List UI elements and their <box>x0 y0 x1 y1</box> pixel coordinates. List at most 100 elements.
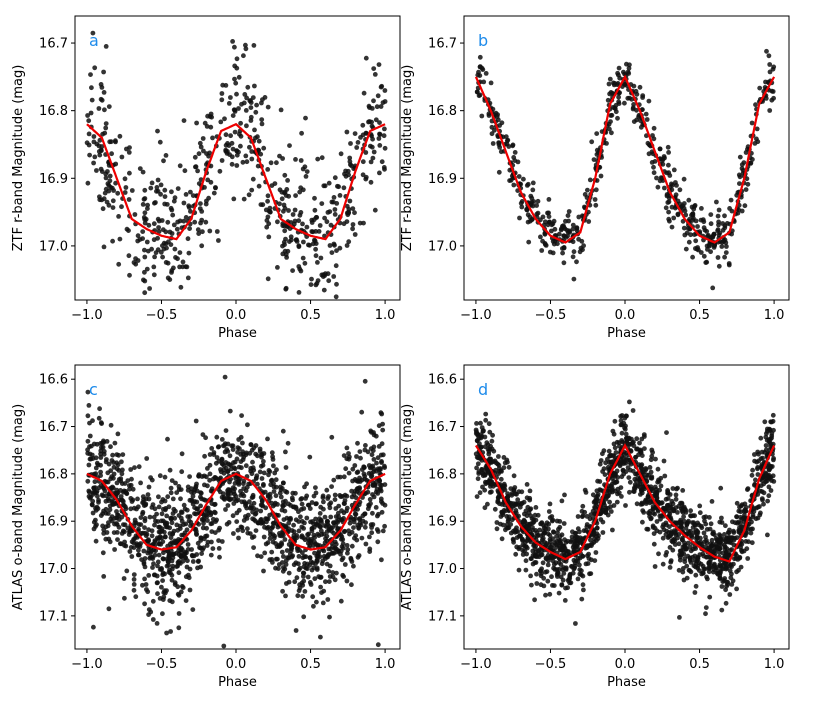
data-point <box>299 496 305 501</box>
data-point <box>140 236 145 242</box>
data-point <box>722 223 728 229</box>
data-point <box>254 507 259 513</box>
data-point <box>347 198 353 204</box>
data-point <box>169 231 175 236</box>
data-point <box>302 554 307 559</box>
data-point <box>262 550 268 556</box>
data-point <box>293 157 298 162</box>
data-point <box>358 135 363 140</box>
data-point <box>95 493 100 499</box>
data-point <box>249 156 255 162</box>
data-point <box>282 537 288 542</box>
data-point <box>763 79 768 85</box>
data-point <box>122 595 127 601</box>
y-tick-label: 16.8 <box>39 104 68 119</box>
data-point <box>178 589 184 595</box>
data-point <box>152 200 157 206</box>
data-point <box>118 476 124 481</box>
panel-d: ATLAS o-band Magnitude (mag) Phase −1.0−… <box>400 364 790 690</box>
data-point <box>546 526 551 532</box>
data-point <box>98 451 103 457</box>
data-point <box>189 547 194 552</box>
data-point <box>320 600 326 606</box>
data-point <box>205 505 211 511</box>
data-point <box>319 561 325 567</box>
data-point <box>527 488 533 494</box>
data-point <box>631 102 636 107</box>
data-point <box>375 539 381 545</box>
data-point <box>369 473 375 479</box>
data-point <box>750 526 755 532</box>
data-point <box>727 568 733 574</box>
data-point <box>626 475 632 480</box>
data-point <box>523 567 529 573</box>
data-point <box>571 276 577 282</box>
data-point <box>641 432 647 437</box>
data-point <box>766 466 772 472</box>
data-point <box>280 156 285 161</box>
data-point <box>767 427 773 432</box>
data-point <box>382 482 388 487</box>
data-point <box>133 594 139 600</box>
data-point <box>326 579 332 584</box>
data-point <box>295 593 301 599</box>
data-point <box>496 454 501 459</box>
data-point <box>86 403 92 408</box>
data-point <box>127 549 133 554</box>
data-point <box>489 131 495 137</box>
data-point <box>286 570 292 576</box>
data-point <box>216 444 222 449</box>
data-point <box>607 126 612 132</box>
data-point <box>219 91 225 96</box>
data-point <box>606 488 611 493</box>
data-point <box>658 483 664 489</box>
data-point <box>352 488 358 494</box>
data-point <box>575 541 581 547</box>
data-point <box>181 218 187 224</box>
data-point <box>565 549 570 554</box>
data-point <box>307 555 313 560</box>
data-point <box>127 170 132 176</box>
data-point <box>670 547 676 553</box>
data-point <box>379 441 385 447</box>
data-point <box>539 520 545 525</box>
data-point <box>722 532 727 537</box>
data-point <box>196 231 202 237</box>
x-tick-label: 1.0 <box>764 657 785 672</box>
data-point <box>227 497 233 503</box>
data-point <box>683 212 689 218</box>
data-point <box>552 546 558 551</box>
data-point <box>754 459 760 465</box>
data-point <box>761 501 766 507</box>
data-point <box>680 488 686 493</box>
data-point <box>511 501 516 507</box>
data-point <box>207 228 213 234</box>
data-point <box>684 563 690 569</box>
data-point <box>651 164 656 170</box>
data-point <box>101 69 106 75</box>
data-point <box>592 558 598 563</box>
data-point <box>147 555 153 561</box>
data-point <box>609 112 615 118</box>
data-point <box>654 495 660 500</box>
data-point <box>96 106 102 111</box>
data-point <box>247 450 253 456</box>
data-point <box>289 495 295 501</box>
y-tick-label: 16.9 <box>428 172 457 187</box>
data-point <box>350 466 356 472</box>
data-point <box>175 560 181 565</box>
panel-letter: d <box>478 380 488 399</box>
data-point <box>281 208 286 214</box>
data-point <box>116 452 121 458</box>
data-point <box>265 198 270 204</box>
data-point <box>136 526 141 532</box>
data-point <box>87 456 93 462</box>
data-point <box>646 151 652 157</box>
data-point <box>628 461 634 467</box>
model-curve <box>86 472 386 551</box>
data-point <box>156 504 162 510</box>
data-point <box>229 161 235 167</box>
data-point <box>270 457 276 462</box>
data-point <box>251 445 257 451</box>
data-point <box>126 483 132 488</box>
